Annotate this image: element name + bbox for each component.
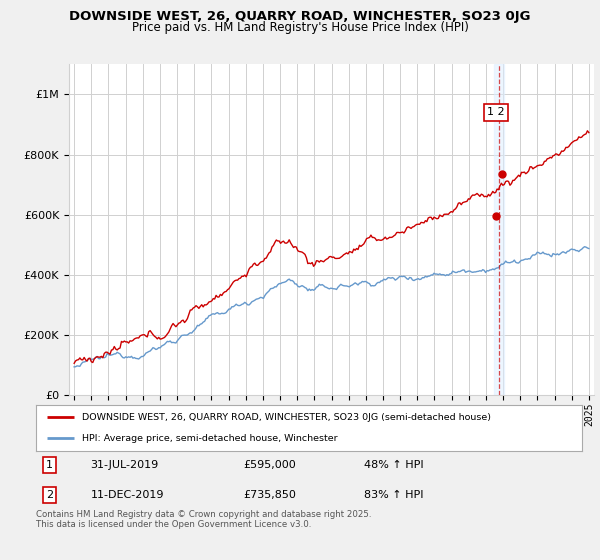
Text: Contains HM Land Registry data © Crown copyright and database right 2025.
This d: Contains HM Land Registry data © Crown c…: [36, 510, 371, 529]
Text: 31-JUL-2019: 31-JUL-2019: [91, 460, 159, 470]
Text: 48% ↑ HPI: 48% ↑ HPI: [364, 460, 423, 470]
Text: £735,850: £735,850: [244, 490, 296, 500]
Text: DOWNSIDE WEST, 26, QUARRY ROAD, WINCHESTER, SO23 0JG: DOWNSIDE WEST, 26, QUARRY ROAD, WINCHEST…: [69, 10, 531, 23]
Text: 1: 1: [46, 460, 53, 470]
Bar: [494, 64, 504, 395]
Point: [497, 169, 507, 178]
Text: 83% ↑ HPI: 83% ↑ HPI: [364, 490, 423, 500]
Text: DOWNSIDE WEST, 26, QUARRY ROAD, WINCHESTER, SO23 0JG (semi-detached house): DOWNSIDE WEST, 26, QUARRY ROAD, WINCHEST…: [82, 413, 491, 422]
Text: HPI: Average price, semi-detached house, Winchester: HPI: Average price, semi-detached house,…: [82, 434, 338, 443]
Text: £595,000: £595,000: [244, 460, 296, 470]
Text: 11-DEC-2019: 11-DEC-2019: [91, 490, 164, 500]
Point: [491, 212, 500, 221]
Text: Price paid vs. HM Land Registry's House Price Index (HPI): Price paid vs. HM Land Registry's House …: [131, 21, 469, 34]
Text: 2: 2: [46, 490, 53, 500]
Text: 1 2: 1 2: [487, 108, 505, 118]
